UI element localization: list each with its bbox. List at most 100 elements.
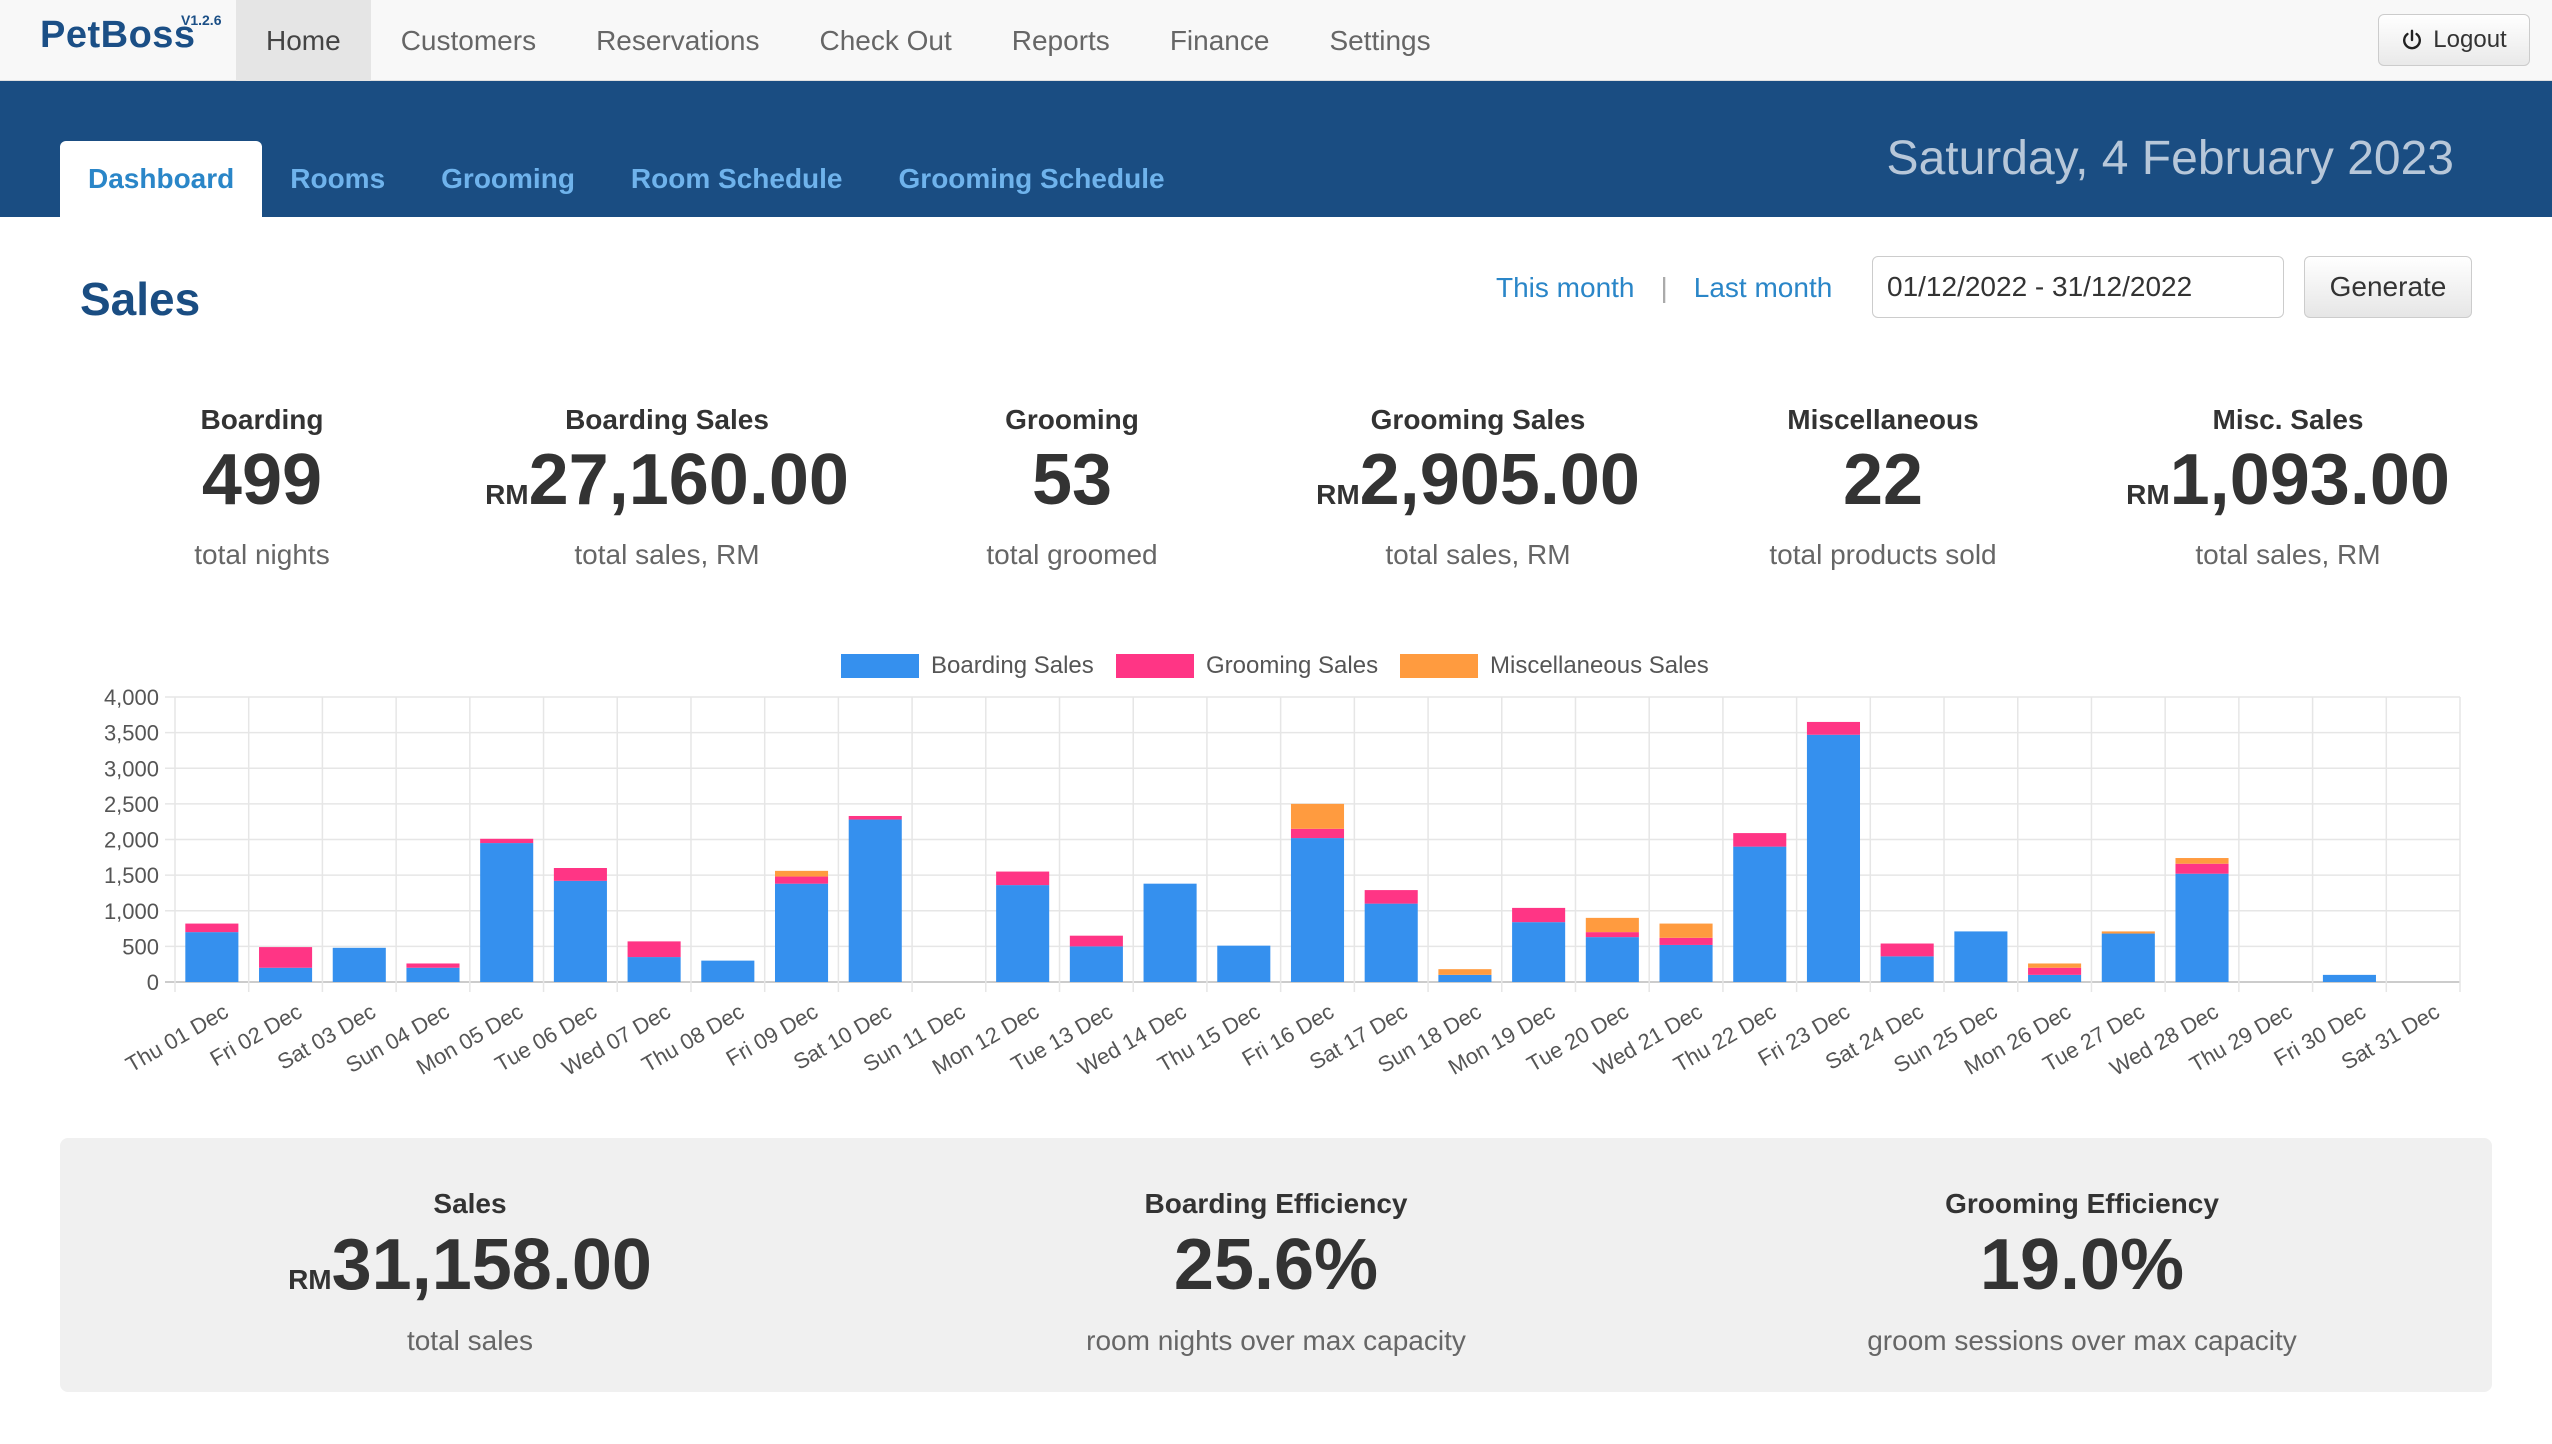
nav-customers[interactable]: Customers bbox=[400, 25, 537, 56]
tab-grooming[interactable]: Grooming bbox=[441, 163, 575, 194]
stat-number: 499 bbox=[201, 440, 323, 520]
currency-prefix: RM bbox=[1316, 479, 1360, 510]
bar-segment bbox=[848, 815, 902, 820]
bar-segment bbox=[1290, 828, 1345, 839]
legend-swatch bbox=[1400, 654, 1478, 678]
brand-logo[interactable]: PetBoss V1.2.6 bbox=[40, 12, 221, 68]
y-tick-label: 2,000 bbox=[104, 828, 159, 853]
stat-number: 2,905.00 bbox=[1359, 440, 1640, 520]
brand-name[interactable]: PetBoss bbox=[40, 14, 196, 56]
stat-caption: total products sold bbox=[1769, 539, 1997, 570]
legend-swatch bbox=[841, 654, 919, 678]
nav-check-out[interactable]: Check Out bbox=[819, 25, 952, 56]
summary-caption: total sales bbox=[406, 1325, 534, 1356]
nav-finance[interactable]: Finance bbox=[1169, 25, 1270, 56]
nav-reports[interactable]: Reports bbox=[1011, 25, 1110, 56]
sales-chart: Boarding Sales Grooming Sales Miscellane… bbox=[0, 640, 2552, 1120]
stat-number: 53 bbox=[1031, 440, 1113, 520]
logout-label: Logout bbox=[2433, 26, 2507, 53]
y-tick-label: 500 bbox=[122, 934, 159, 959]
bar-segment bbox=[2028, 974, 2082, 982]
bar-segment bbox=[774, 883, 829, 982]
bar-segment bbox=[1733, 846, 1787, 982]
bar-segment bbox=[1659, 937, 1713, 945]
currency-prefix: RM bbox=[2126, 479, 2170, 510]
bar-segment bbox=[185, 923, 239, 933]
bar-segment bbox=[406, 963, 460, 968]
y-tick-label: 3,500 bbox=[104, 721, 159, 746]
nav-reservations[interactable]: Reservations bbox=[596, 25, 760, 56]
dashboard-banner: Dashboard Rooms Grooming Room Schedule G… bbox=[0, 81, 2552, 217]
stat-value: RM27,160.00 bbox=[467, 440, 867, 535]
chart-plot: 05001,0001,5002,0002,5003,0003,5004,000T… bbox=[104, 685, 2461, 1081]
nav-settings[interactable]: Settings bbox=[1329, 25, 1431, 56]
legend-label: Grooming Sales bbox=[1206, 652, 1379, 679]
stat-caption: total groomed bbox=[986, 539, 1158, 570]
tab-grooming-schedule[interactable]: Grooming Schedule bbox=[898, 163, 1165, 194]
summary-panel: Sales RM31,158.00 total sales Boarding E… bbox=[60, 1138, 2492, 1392]
bar-segment bbox=[1438, 969, 1492, 975]
legend-swatch bbox=[1116, 654, 1194, 678]
bar-segment bbox=[1659, 923, 1713, 938]
bar-segment bbox=[1954, 931, 2008, 982]
currency-prefix: RM bbox=[485, 479, 529, 510]
bar-segment bbox=[2028, 967, 2082, 975]
this-month-link[interactable]: This month bbox=[1496, 272, 1635, 303]
stat-caption: total nights bbox=[194, 539, 330, 570]
y-tick-label: 1,500 bbox=[104, 863, 159, 888]
bar-segment bbox=[1143, 883, 1197, 982]
bar-segment bbox=[1364, 903, 1418, 982]
summary-total-sales: Sales RM31,158.00 total sales bbox=[120, 1188, 820, 1357]
bar-segment bbox=[1290, 838, 1345, 982]
y-tick-label: 2,500 bbox=[104, 792, 159, 817]
bar-segment bbox=[774, 870, 829, 877]
stat-caption: total sales, RM bbox=[574, 539, 760, 570]
legend-miscellaneous-sales[interactable]: Miscellaneous Sales bbox=[1400, 652, 1709, 680]
bar-segment bbox=[1659, 944, 1713, 982]
stat-title: Boarding bbox=[200, 404, 324, 435]
legend-grooming-sales[interactable]: Grooming Sales bbox=[1116, 652, 1378, 680]
nav-home[interactable]: Home bbox=[236, 0, 371, 81]
bar-segment bbox=[996, 871, 1050, 886]
bar-segment bbox=[406, 967, 460, 982]
legend-boarding-sales[interactable]: Boarding Sales bbox=[841, 652, 1094, 680]
summary-number: 19.0% bbox=[1979, 1225, 2185, 1305]
tab-room-schedule[interactable]: Room Schedule bbox=[630, 163, 843, 194]
stat-caption: total sales, RM bbox=[2195, 539, 2381, 570]
logout-button[interactable]: Logout bbox=[2378, 14, 2530, 66]
bar-segment bbox=[2175, 858, 2229, 864]
stat-value: RM1,093.00 bbox=[2088, 440, 2488, 535]
bar-segment bbox=[1585, 932, 1639, 938]
power-icon bbox=[2403, 29, 2422, 50]
stat-boarding-sales: Boarding Sales RM27,160.00 total sales, … bbox=[467, 404, 867, 571]
generate-button[interactable]: Generate bbox=[2304, 256, 2472, 318]
bar-segment bbox=[627, 957, 681, 982]
bar-segment bbox=[2101, 933, 2155, 982]
legend-label: Boarding Sales bbox=[931, 652, 1094, 679]
stat-value: 499 bbox=[62, 440, 462, 535]
bar-segment bbox=[1364, 890, 1418, 904]
bar-segment bbox=[185, 932, 239, 982]
tab-dashboard[interactable]: Dashboard bbox=[60, 141, 263, 217]
stat-title: Grooming Sales bbox=[1370, 404, 1586, 435]
bar-segment bbox=[1585, 917, 1639, 933]
app-version: V1.2.6 bbox=[181, 12, 222, 28]
bar-segment bbox=[1806, 721, 1861, 735]
bar-segment bbox=[996, 885, 1050, 982]
bar-segment bbox=[259, 947, 313, 968]
bar-segment bbox=[1733, 833, 1787, 847]
bar-segment bbox=[1880, 956, 1934, 982]
bar-segment bbox=[627, 941, 681, 958]
last-month-link[interactable]: Last month bbox=[1693, 272, 1833, 303]
bar-segment bbox=[1806, 734, 1861, 982]
stat-number: 1,093.00 bbox=[2169, 440, 2450, 520]
bar-segment bbox=[2175, 873, 2229, 982]
date-range-input[interactable] bbox=[1872, 256, 2284, 318]
main-nav: Home Customers Reservations Check Out Re… bbox=[236, 0, 1461, 81]
bar-segment bbox=[1217, 945, 1271, 982]
range-separator: | bbox=[1660, 272, 1668, 303]
y-tick-label: 0 bbox=[147, 970, 159, 995]
tab-rooms[interactable]: Rooms bbox=[290, 163, 386, 194]
bar-segment bbox=[701, 960, 755, 982]
top-navbar: PetBoss V1.2.6 Home Customers Reservatio… bbox=[0, 0, 2552, 81]
